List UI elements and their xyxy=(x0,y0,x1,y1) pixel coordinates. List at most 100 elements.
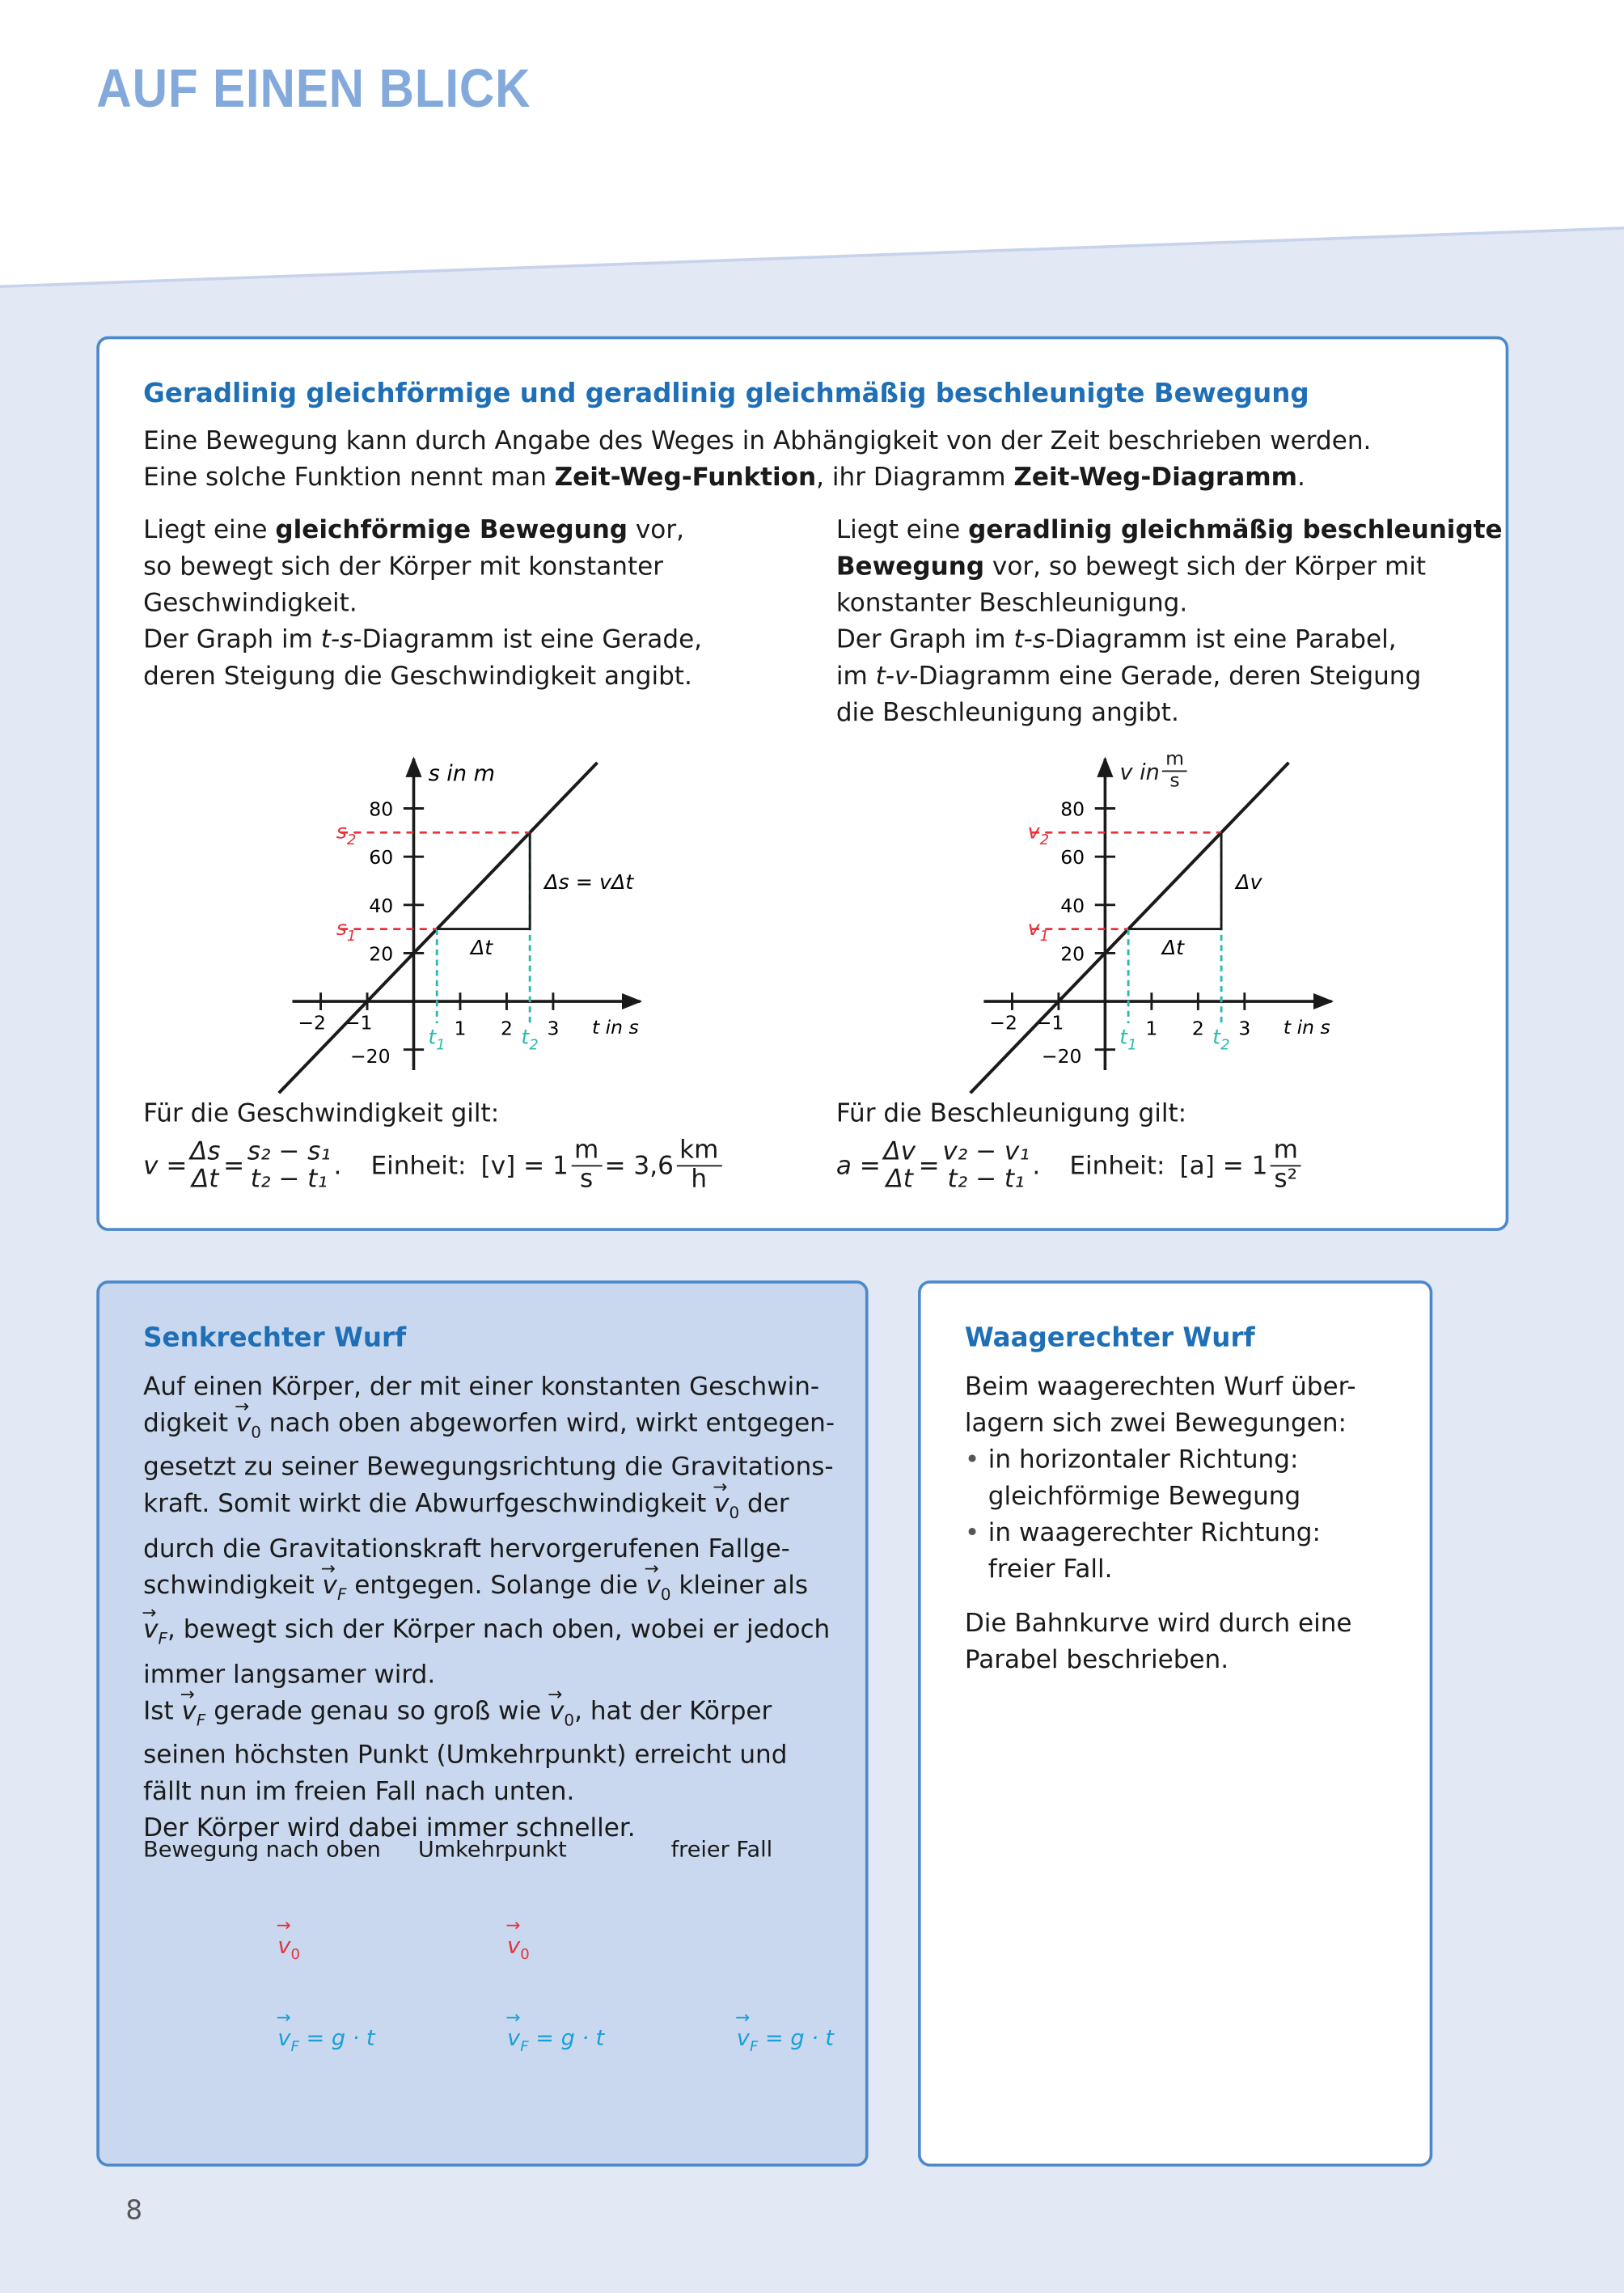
v0-label: v0 xyxy=(505,1915,529,1964)
y-axis-label: s in m xyxy=(429,761,495,786)
text: [v] = 1 xyxy=(480,1151,569,1181)
num: km xyxy=(676,1136,721,1167)
t2-label: t2 xyxy=(521,1025,538,1053)
term: Zeit-Weg-Funktion xyxy=(554,463,817,493)
ts-diagram: −2 −1 1 2 3 80 60 40 20 −20 s2 s1 t1 t2 t in s s in m Δs… xyxy=(277,756,643,1094)
vector-symbol: vF xyxy=(180,1676,206,1738)
y-tick-label: 80 xyxy=(1060,798,1085,821)
y-tick-label: −20 xyxy=(1042,1045,1082,1068)
x-tick-label: 3 xyxy=(547,1017,559,1040)
page-number: 8 xyxy=(125,2195,143,2227)
line: schwindigkeit vF entgegen. Solange die v… xyxy=(143,1551,835,1613)
y-tick-label: 40 xyxy=(1060,895,1085,917)
x-tick-label: 3 xyxy=(1238,1017,1250,1040)
intro-line: Eine Bewegung kann durch Angabe des Wege… xyxy=(143,426,1372,456)
y-tick-label: 60 xyxy=(369,846,393,869)
den: t₂ − t₁ xyxy=(947,1164,1025,1194)
text: [a] = 1 xyxy=(1179,1151,1268,1181)
line: seinen höchsten Punkt (Umkehrpunkt) erre… xyxy=(143,1741,788,1771)
y-tick-label: −20 xyxy=(350,1045,391,1068)
dy-label: Δv xyxy=(1234,870,1262,894)
t1-label: t1 xyxy=(1119,1025,1136,1053)
y1-label: s1 xyxy=(336,916,357,945)
text: . xyxy=(1296,463,1305,493)
v0-label: v0 xyxy=(277,1915,300,1964)
acceleration-formula: a = Δv Δt = v₂ − v₁ t₂ − t₁ . Einheit: [a]… xyxy=(836,1136,1304,1194)
text: Einheit: xyxy=(1069,1151,1165,1181)
label-free-fall: freier Fall xyxy=(670,1836,773,1863)
text: Liegt eine xyxy=(143,516,276,546)
text: vor, xyxy=(628,516,684,546)
y-tick-label: 20 xyxy=(1060,942,1085,965)
y2-label: s2 xyxy=(336,820,357,848)
x-tick-label: 1 xyxy=(1145,1017,1157,1040)
box1-intro: Eine Bewegung kann durch Angabe des Wege… xyxy=(143,424,1371,497)
den: h xyxy=(691,1165,708,1195)
y-tick-label: 40 xyxy=(369,895,393,917)
y-tick-label: 20 xyxy=(369,942,393,965)
line: gesetzt zu seiner Bewegungsrichtung die … xyxy=(143,1453,834,1483)
vector-symbol: v0 xyxy=(713,1470,739,1532)
bullet-item: in horizontaler Richtung: xyxy=(965,1443,1356,1479)
line: Die Bahnkurve wird durch eine xyxy=(964,1609,1352,1639)
vector-symbol: vF xyxy=(321,1551,347,1613)
text: -Diagramm eine Gerade, deren Steigung xyxy=(909,662,1422,692)
vector-symbol: v0 xyxy=(548,1676,574,1738)
text: Eine solche Funktion nennt man xyxy=(143,463,555,493)
line: so bewegt sich der Körper mit konstanter xyxy=(143,552,664,582)
vector-symbol: v0 xyxy=(645,1551,671,1613)
slope-triangle xyxy=(437,832,531,931)
slope-triangle xyxy=(1128,832,1223,931)
text: = xyxy=(223,1151,245,1181)
line: Liegt eine gleichförmige Bewegung vor, xyxy=(143,513,702,549)
text: = 3,6 xyxy=(604,1151,674,1181)
line: Geschwindigkeit. xyxy=(143,589,357,619)
t1-label: t1 xyxy=(428,1025,445,1053)
term: geradlinig gleichmäßig beschleunigte xyxy=(968,516,1503,546)
graph-line xyxy=(969,761,1290,1094)
tv-ylabel: v in m s xyxy=(1119,749,1190,792)
text: t-s xyxy=(1013,625,1047,655)
x-tick-label: 2 xyxy=(501,1017,513,1040)
den: Δt xyxy=(192,1164,219,1194)
x-tick-label: −2 xyxy=(989,1011,1017,1034)
text: -Diagramm ist eine Gerade, xyxy=(353,625,703,655)
bullet-item: in waagerechter Richtung: xyxy=(965,1516,1356,1552)
text: v in xyxy=(1119,758,1160,785)
line: durch die Gravitationskraft hervorgerufe… xyxy=(143,1534,790,1564)
unit-num: m xyxy=(1162,749,1187,772)
num: s₂ − s₁ xyxy=(247,1136,331,1166)
graph-line xyxy=(277,761,598,1094)
box3-heading: Waagerechter Wurf xyxy=(964,1322,1255,1354)
horizontal-throw-text: Beim waagerechten Wurf über- lagern sich… xyxy=(965,1370,1356,1680)
x-tick-label: 2 xyxy=(1192,1017,1204,1040)
line: Der Körper wird dabei immer schneller. xyxy=(143,1814,636,1844)
num: v₂ − v₁ xyxy=(942,1136,1030,1166)
x-tick-label: 1 xyxy=(454,1017,466,1040)
line: konstanter Beschleunigung. xyxy=(835,589,1188,619)
line: Bewegung vor, so bewegt sich der Körper … xyxy=(836,550,1503,586)
box1-heading: Geradlinig gleichförmige und geradlinig … xyxy=(143,379,1309,410)
x-axis-label: t in s xyxy=(1284,1016,1330,1039)
num: Δs xyxy=(190,1136,221,1166)
term: Zeit-Weg-Diagramm xyxy=(1013,463,1297,493)
num: Δv xyxy=(883,1136,916,1166)
line: fällt nun im freien Fall nach unten. xyxy=(143,1778,575,1808)
text: im xyxy=(835,662,876,692)
line: Der Graph im t-s-Diagramm ist eine Gerad… xyxy=(143,623,702,659)
line: Der Graph im t-s-Diagramm ist eine Parab… xyxy=(836,623,1503,659)
vector-symbol: v0 xyxy=(235,1389,261,1451)
dx-label: Δt xyxy=(469,936,493,959)
box2-heading: Senkrechter Wurf xyxy=(143,1322,407,1354)
vector-symbol: vF xyxy=(142,1595,167,1657)
dy-label: Δs = vΔt xyxy=(543,870,634,894)
line: die Beschleunigung angibt. xyxy=(835,698,1179,729)
page-title: AUF EINEN BLICK xyxy=(96,58,531,119)
text: . xyxy=(1032,1151,1041,1181)
line: kraft. Somit wirkt die Abwurfgeschwindig… xyxy=(143,1470,835,1532)
y-tick-label: 80 xyxy=(369,798,393,821)
y1-label: v1 xyxy=(1028,916,1049,945)
line: Ist vF gerade genau so groß wie v0, hat … xyxy=(143,1676,835,1738)
motion-types-box xyxy=(96,336,1509,1231)
text: Einheit: xyxy=(370,1151,467,1181)
